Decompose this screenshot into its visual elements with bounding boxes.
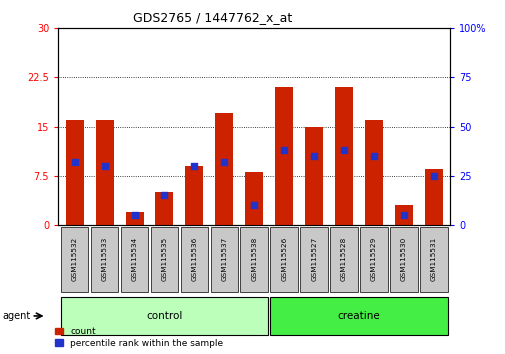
Point [280, 147, 288, 153]
Text: GDS2765 / 1447762_x_at: GDS2765 / 1447762_x_at [133, 11, 291, 24]
Bar [305, 126, 323, 225]
Point [249, 202, 258, 208]
Text: GSM115529: GSM115529 [370, 237, 376, 281]
Text: GSM115533: GSM115533 [102, 237, 108, 281]
Text: GSM115527: GSM115527 [311, 237, 317, 281]
Point [220, 159, 228, 165]
Text: control: control [146, 311, 182, 321]
Text: GSM115537: GSM115537 [221, 237, 227, 281]
Point [160, 193, 168, 198]
Bar [215, 113, 233, 225]
Text: creatine: creatine [337, 311, 380, 321]
Legend: count, percentile rank within the sample: count, percentile rank within the sample [55, 327, 223, 348]
Point [130, 212, 138, 218]
Text: GSM115526: GSM115526 [281, 237, 287, 281]
Point [100, 163, 109, 169]
Bar [334, 87, 352, 225]
Bar [66, 120, 83, 225]
Point [310, 153, 318, 159]
Text: GSM115530: GSM115530 [400, 237, 406, 281]
Text: agent: agent [3, 311, 31, 321]
Text: GSM115534: GSM115534 [131, 237, 137, 281]
Text: GSM115531: GSM115531 [430, 237, 436, 281]
Text: GSM115538: GSM115538 [251, 237, 257, 281]
Text: GSM115528: GSM115528 [340, 237, 346, 281]
Text: GSM115535: GSM115535 [161, 237, 167, 281]
Bar [185, 166, 203, 225]
Bar [424, 169, 442, 225]
Bar [394, 205, 412, 225]
Bar [364, 120, 382, 225]
Bar [245, 172, 263, 225]
Point [429, 173, 437, 178]
Point [190, 163, 198, 169]
Bar [95, 120, 113, 225]
Text: GSM115532: GSM115532 [72, 237, 77, 281]
Bar [155, 192, 173, 225]
Point [71, 159, 79, 165]
Point [339, 147, 347, 153]
Point [399, 212, 407, 218]
Point [369, 153, 377, 159]
Bar [125, 212, 143, 225]
Text: GSM115536: GSM115536 [191, 237, 197, 281]
Bar [275, 87, 292, 225]
